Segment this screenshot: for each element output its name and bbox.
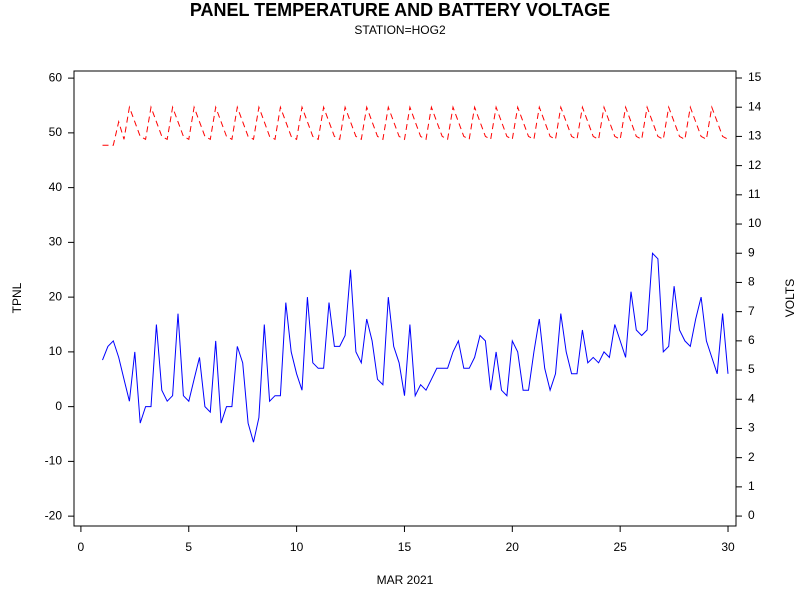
y-tick-label: 10 <box>49 344 63 358</box>
y-tick-label: -20 <box>45 508 63 522</box>
y2-tick-label: 13 <box>748 129 762 143</box>
y2-axis-label: VOLTS <box>783 279 797 317</box>
y2-tick-label: 15 <box>748 70 762 84</box>
y2-tick-label: 2 <box>748 450 755 464</box>
y-tick-label: 40 <box>49 180 63 194</box>
chart-title: PANEL TEMPERATURE AND BATTERY VOLTAGE <box>190 0 610 20</box>
y-tick-label: 20 <box>49 289 63 303</box>
y-tick-label: 50 <box>49 125 63 139</box>
y2-tick-label: 11 <box>748 187 761 201</box>
y2-tick-label: 7 <box>748 304 755 318</box>
data-line <box>102 252 729 443</box>
y-tick-label: -10 <box>45 454 63 468</box>
y2-tick-label: 3 <box>748 421 755 435</box>
x-tick-label: 20 <box>506 540 520 554</box>
plot-frame <box>73 70 737 527</box>
data-line <box>102 105 729 146</box>
x-axis-label: MAR 2021 <box>377 573 434 587</box>
y2-tick-label: 4 <box>748 391 755 405</box>
y-tick-label: 30 <box>49 235 63 249</box>
y-axis-label: TPNL <box>10 282 24 313</box>
x-tick-label: 25 <box>613 540 627 554</box>
y2-tick-label: 1 <box>748 479 755 493</box>
x-tick-label: 30 <box>721 540 735 554</box>
chart-subtitle: STATION=HOG2 <box>354 23 446 37</box>
y-tick-label: 60 <box>49 70 63 84</box>
y-tick-label: 0 <box>55 399 62 413</box>
x-tick-label: 5 <box>185 540 192 554</box>
y2-tick-label: 9 <box>748 245 755 259</box>
x-tick-label: 10 <box>290 540 304 554</box>
y2-tick-label: 5 <box>748 362 755 376</box>
y2-tick-label: 0 <box>748 508 755 522</box>
x-tick-label: 0 <box>78 540 85 554</box>
y2-tick-label: 6 <box>748 333 755 347</box>
y2-tick-label: 10 <box>748 216 762 230</box>
y2-tick-label: 8 <box>748 275 755 289</box>
x-tick-label: 15 <box>398 540 412 554</box>
y2-tick-label: 12 <box>748 158 762 172</box>
y2-tick-label: 14 <box>748 99 762 113</box>
